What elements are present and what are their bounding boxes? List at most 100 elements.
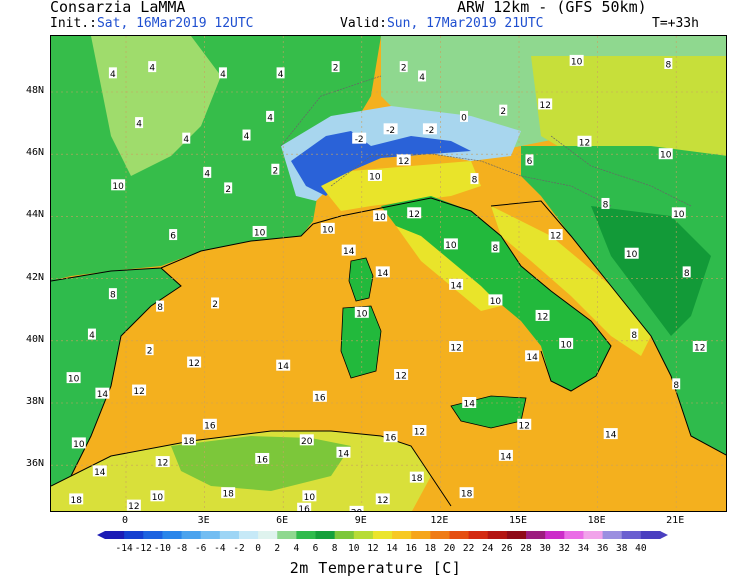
temperature-label-box <box>624 247 639 259</box>
land-corsica <box>348 257 374 302</box>
producer-title: Consarzia LaMMA <box>50 0 186 16</box>
temperature-label-box <box>276 359 291 371</box>
colorbar-max-arrow <box>660 531 668 539</box>
temperature-label: 8 <box>665 61 671 71</box>
temperature-label: 14 <box>94 468 106 478</box>
temperature-label: 8 <box>110 291 116 301</box>
colorbar-tick-label: 40 <box>635 543 647 554</box>
colorbar-swatch <box>430 531 450 539</box>
coastline-balkans <box>490 200 726 456</box>
valid-label: Valid: <box>340 16 387 31</box>
temperature-label-box <box>443 238 458 250</box>
colorbar-tick-label: 2 <box>274 543 280 554</box>
colorbar-tick-label: 30 <box>539 543 551 554</box>
colorbar-tick-label: -14 <box>116 543 133 554</box>
lon-tick-label: 12E <box>430 515 449 526</box>
temperature-label: 18 <box>411 474 423 484</box>
temperature-label: 8 <box>631 331 637 341</box>
temperature-label: 2 <box>333 64 339 74</box>
temperature-label: 16 <box>385 434 397 444</box>
temperature-label-box <box>111 179 126 191</box>
temperature-label: 12 <box>537 312 548 322</box>
colorbar-tick-label: 32 <box>559 543 570 554</box>
colorbar-swatch <box>162 531 183 539</box>
temperature-label-box <box>459 110 468 122</box>
colorbar-swatch <box>487 531 508 539</box>
temperature-label-box <box>218 67 227 79</box>
temperature-label: 2 <box>272 166 278 176</box>
land-po-valley <box>321 161 481 211</box>
temperature-label-box <box>630 328 639 340</box>
temperature-label-box <box>71 437 86 449</box>
colorbar-swatch <box>468 531 489 539</box>
colorbar-swatch <box>124 531 144 539</box>
temperature-label: -2 <box>425 126 434 136</box>
temperature-label: 10 <box>626 250 638 260</box>
temperature-label-box <box>297 502 312 511</box>
sea-adriatic <box>491 206 651 356</box>
temperature-label-box <box>148 61 157 73</box>
temperature-label-box <box>354 306 369 318</box>
temperature-label-box <box>548 229 563 241</box>
temperature-label: 12 <box>450 344 461 354</box>
colorbar-swatch <box>296 531 317 539</box>
temperature-label: 2 <box>225 185 231 195</box>
colorbar-swatch <box>143 531 163 539</box>
temperature-label-box <box>202 418 217 430</box>
colorbar-tick-label: 18 <box>425 543 437 554</box>
colorbar-swatch <box>353 531 374 539</box>
temperature-label-box <box>271 163 280 175</box>
temperature-label: 12 <box>550 232 561 242</box>
temperature-label: 14 <box>450 281 462 291</box>
temperature-label-box <box>155 456 170 468</box>
temperature-label-box <box>517 418 532 430</box>
lat-tick-label: 42N <box>26 271 45 283</box>
temperature-label: 18 <box>222 490 234 500</box>
lon-tick-label: 0 <box>121 515 129 526</box>
colorbar-swatch <box>105 531 125 539</box>
colorbar-tick-label: 36 <box>597 543 609 554</box>
temperature-label: 4 <box>149 64 155 74</box>
temperature-label: 12 <box>398 157 409 167</box>
colorbar-swatch <box>315 531 336 539</box>
temperature-label: 8 <box>493 244 499 254</box>
national-borders <box>280 75 692 207</box>
temperature-label-box <box>252 225 267 237</box>
colorbar-tick-label: 28 <box>520 543 532 554</box>
colorbar-tick-label: -4 <box>214 543 226 554</box>
temperature-label-box <box>352 132 367 144</box>
temperature-label-box <box>375 266 390 278</box>
temperature-label: 10 <box>356 309 368 319</box>
land-sardinia <box>340 305 382 379</box>
temperature-label: 16 <box>257 455 269 465</box>
colorbar: -14 -12 -10 -8 -6 -4 -2 0 2 4 6 8 10 12 14 16 18 20 22 24 26… <box>97 531 668 554</box>
temperature-label-box <box>349 505 364 511</box>
temperature-label: 12 <box>414 427 425 437</box>
temperature-label-box <box>145 344 154 356</box>
temperature-label: 2 <box>500 107 506 117</box>
temperature-label-box <box>266 110 275 122</box>
temperature-label-box <box>242 129 251 141</box>
lat-tick-label: 38N <box>26 396 45 407</box>
temperature-map: 4 4 4 4 2 2 4 10 8 4 4 4 4 -2 -2 -2 0 2 12 12 10 4 2 2 10 12 8 6 8 10… <box>50 35 727 512</box>
temperature-label-box <box>87 328 96 340</box>
temperature-label: 10 <box>369 172 381 182</box>
temperature-label: 10 <box>673 210 685 220</box>
temperature-label-box <box>396 154 411 166</box>
temperature-label: 10 <box>660 151 672 161</box>
lon-tick-label: 15E <box>508 515 528 526</box>
temperature-label: 10 <box>304 493 316 503</box>
temperature-label-box <box>577 135 592 147</box>
temperature-label: 0 <box>461 113 467 123</box>
temperature-label-box <box>299 434 314 446</box>
temperature-label: 18 <box>183 437 195 447</box>
colorbar-tick-label: -6 <box>195 543 207 554</box>
temperature-label-box <box>187 356 202 368</box>
lat-tick-label: 46N <box>26 147 45 159</box>
temperature-label-box <box>671 207 686 219</box>
temperature-label: 12 <box>408 210 419 220</box>
temperature-label: 12 <box>157 459 168 469</box>
temperature-label-box <box>399 61 408 73</box>
temperature-label: 6 <box>170 232 176 242</box>
temperature-label-box <box>470 173 479 185</box>
